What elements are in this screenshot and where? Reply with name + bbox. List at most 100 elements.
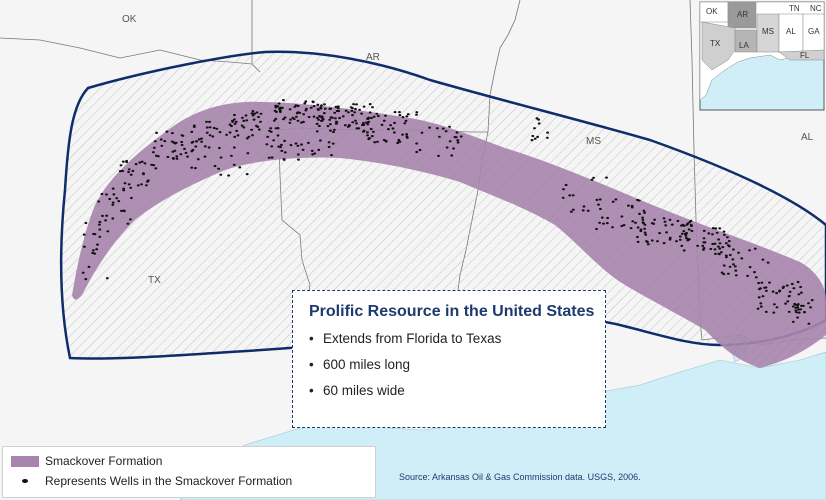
- well-dot: [242, 126, 246, 129]
- well-dot: [568, 194, 572, 197]
- well-dot: [127, 183, 131, 186]
- well-dot: [794, 309, 798, 312]
- well-dot: [670, 223, 674, 226]
- well-dot: [571, 208, 575, 211]
- well-dot: [689, 219, 693, 222]
- well-dot: [415, 142, 419, 145]
- well-dot: [726, 236, 729, 239]
- well-dot: [438, 135, 441, 138]
- well-dot: [800, 291, 803, 294]
- well-dot: [756, 307, 760, 310]
- well-dot: [190, 130, 194, 133]
- well-dot: [289, 118, 292, 121]
- well-dot: [307, 115, 311, 119]
- well-dot: [714, 252, 717, 255]
- well-dot: [676, 219, 680, 223]
- well-dot: [203, 155, 207, 158]
- well-dot: [658, 232, 661, 235]
- info-bullet: 600 miles long: [309, 357, 591, 372]
- well-dot: [354, 107, 357, 111]
- well-dot: [127, 168, 131, 171]
- well-dot: [329, 107, 332, 110]
- well-dot: [245, 137, 249, 140]
- well-dot: [320, 104, 323, 107]
- well-dot: [213, 164, 217, 168]
- well-dot: [373, 141, 377, 144]
- well-dot: [582, 205, 586, 208]
- well-dot: [207, 146, 211, 149]
- well-dot: [352, 103, 355, 106]
- well-dot: [564, 183, 568, 187]
- well-dot: [277, 145, 281, 148]
- well-dot: [192, 125, 196, 128]
- well-dot: [614, 198, 618, 201]
- well-dot: [362, 129, 366, 132]
- well-dot: [362, 105, 366, 108]
- well-dot: [754, 276, 758, 279]
- well-dot: [721, 246, 725, 249]
- well-dot: [336, 107, 340, 110]
- inset-label-ga: GA: [808, 27, 820, 36]
- well-dot: [320, 119, 323, 122]
- well-dot: [371, 106, 374, 109]
- well-dot: [372, 130, 375, 133]
- well-dot: [702, 229, 706, 232]
- well-dot: [338, 116, 341, 120]
- well-dot: [722, 273, 726, 276]
- well-dot: [267, 156, 271, 159]
- inset-label-al: AL: [786, 27, 796, 36]
- well-dot: [154, 167, 158, 170]
- well-dot: [714, 227, 718, 230]
- well-dot: [418, 148, 422, 152]
- well-dot: [784, 302, 787, 305]
- inset-label-tn: TN: [789, 4, 800, 13]
- well-dot: [620, 215, 624, 218]
- well-dot: [270, 145, 274, 148]
- well-dot: [142, 173, 145, 176]
- well-dot: [680, 244, 684, 247]
- inset-map: OK AR TN NC TX LA MS AL GA FL: [699, 1, 825, 111]
- well-dot: [689, 223, 693, 227]
- well-dot: [753, 271, 756, 274]
- well-dot: [329, 116, 333, 119]
- well-dot: [111, 217, 115, 220]
- well-dot: [205, 126, 209, 129]
- well-dot: [535, 117, 539, 120]
- well-dot: [717, 252, 721, 255]
- well-dot: [753, 247, 757, 250]
- well-dot: [87, 265, 91, 268]
- well-dot: [282, 158, 286, 161]
- well-dot: [117, 200, 121, 203]
- well-dot: [799, 308, 803, 311]
- well-dot: [279, 106, 282, 109]
- inset-al: [778, 13, 804, 53]
- well-dot: [353, 111, 357, 114]
- well-dot: [212, 126, 216, 130]
- well-dot: [322, 112, 326, 115]
- well-dot: [796, 306, 800, 309]
- well-dot: [389, 124, 392, 127]
- state-label-ar: AR: [366, 52, 380, 63]
- well-dot: [445, 146, 449, 149]
- well-dot: [771, 290, 775, 293]
- well-dots: [81, 99, 814, 325]
- well-dot: [312, 115, 316, 118]
- well-dot: [759, 302, 763, 305]
- well-dot: [733, 265, 737, 268]
- well-dot: [282, 99, 285, 102]
- well-dot: [166, 155, 170, 159]
- well-dot: [280, 149, 284, 152]
- well-dot: [724, 242, 728, 245]
- well-dot: [404, 119, 408, 122]
- well-dot: [106, 230, 110, 233]
- well-dot: [757, 296, 761, 299]
- well-dot: [244, 114, 248, 117]
- well-dot: [327, 145, 331, 149]
- well-dot: [203, 145, 207, 148]
- well-dot: [590, 178, 594, 181]
- well-dot: [274, 104, 278, 107]
- well-dot: [111, 201, 115, 204]
- well-dot: [415, 111, 419, 114]
- well-dot: [122, 189, 126, 192]
- well-dot: [104, 219, 107, 222]
